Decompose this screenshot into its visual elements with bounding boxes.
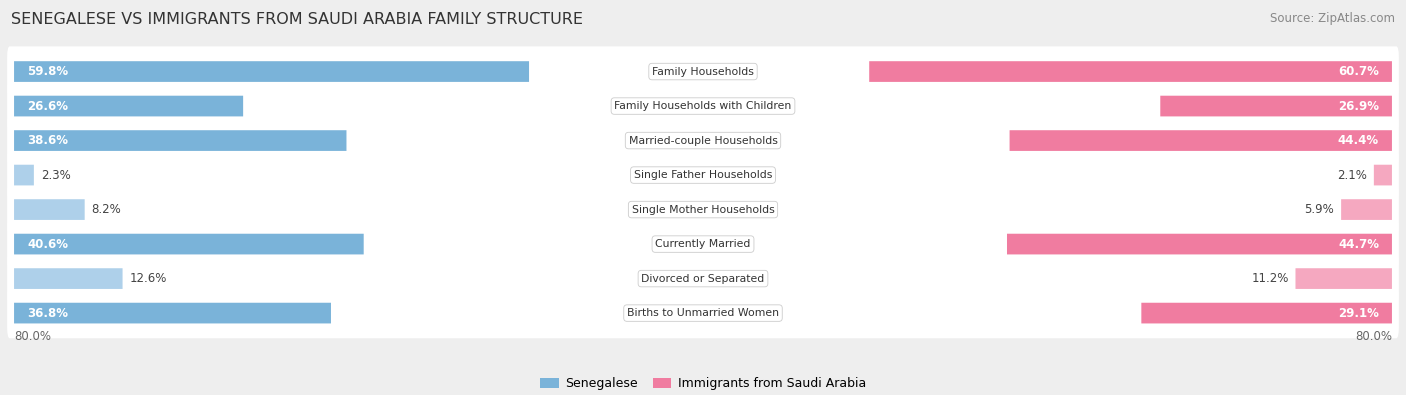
FancyBboxPatch shape: [14, 130, 346, 151]
Text: SENEGALESE VS IMMIGRANTS FROM SAUDI ARABIA FAMILY STRUCTURE: SENEGALESE VS IMMIGRANTS FROM SAUDI ARAB…: [11, 12, 583, 27]
FancyBboxPatch shape: [14, 234, 364, 254]
FancyBboxPatch shape: [7, 254, 1399, 304]
Text: Currently Married: Currently Married: [655, 239, 751, 249]
Text: 59.8%: 59.8%: [27, 65, 67, 78]
Text: Divorced or Separated: Divorced or Separated: [641, 274, 765, 284]
Text: 44.4%: 44.4%: [1339, 134, 1379, 147]
Text: 12.6%: 12.6%: [129, 272, 167, 285]
Text: Source: ZipAtlas.com: Source: ZipAtlas.com: [1270, 12, 1395, 25]
Text: Single Mother Households: Single Mother Households: [631, 205, 775, 214]
FancyBboxPatch shape: [1295, 268, 1392, 289]
FancyBboxPatch shape: [1374, 165, 1392, 185]
Text: 8.2%: 8.2%: [91, 203, 121, 216]
FancyBboxPatch shape: [14, 61, 529, 82]
Text: 11.2%: 11.2%: [1251, 272, 1289, 285]
FancyBboxPatch shape: [7, 184, 1399, 235]
Text: 38.6%: 38.6%: [27, 134, 67, 147]
Text: Family Households: Family Households: [652, 66, 754, 77]
FancyBboxPatch shape: [14, 303, 330, 324]
FancyBboxPatch shape: [7, 288, 1399, 338]
FancyBboxPatch shape: [7, 115, 1399, 166]
Text: 2.1%: 2.1%: [1337, 169, 1367, 182]
Legend: Senegalese, Immigrants from Saudi Arabia: Senegalese, Immigrants from Saudi Arabia: [536, 372, 870, 395]
Text: Births to Unmarried Women: Births to Unmarried Women: [627, 308, 779, 318]
FancyBboxPatch shape: [7, 81, 1399, 131]
Text: 2.3%: 2.3%: [41, 169, 70, 182]
Text: 26.9%: 26.9%: [1339, 100, 1379, 113]
FancyBboxPatch shape: [7, 219, 1399, 269]
Text: 29.1%: 29.1%: [1339, 307, 1379, 320]
Text: 5.9%: 5.9%: [1305, 203, 1334, 216]
Text: Family Households with Children: Family Households with Children: [614, 101, 792, 111]
Text: 44.7%: 44.7%: [1339, 237, 1379, 250]
Text: Single Father Households: Single Father Households: [634, 170, 772, 180]
FancyBboxPatch shape: [1341, 199, 1392, 220]
FancyBboxPatch shape: [7, 150, 1399, 200]
FancyBboxPatch shape: [1007, 234, 1392, 254]
FancyBboxPatch shape: [1010, 130, 1392, 151]
FancyBboxPatch shape: [14, 268, 122, 289]
FancyBboxPatch shape: [869, 61, 1392, 82]
FancyBboxPatch shape: [14, 199, 84, 220]
FancyBboxPatch shape: [14, 165, 34, 185]
Text: 26.6%: 26.6%: [27, 100, 67, 113]
Text: 40.6%: 40.6%: [27, 237, 67, 250]
FancyBboxPatch shape: [1142, 303, 1392, 324]
FancyBboxPatch shape: [1160, 96, 1392, 117]
Text: Married-couple Households: Married-couple Households: [628, 135, 778, 146]
Text: 36.8%: 36.8%: [27, 307, 67, 320]
FancyBboxPatch shape: [14, 96, 243, 117]
Text: 60.7%: 60.7%: [1339, 65, 1379, 78]
Text: 80.0%: 80.0%: [14, 331, 51, 344]
Text: 80.0%: 80.0%: [1355, 331, 1392, 344]
FancyBboxPatch shape: [7, 46, 1399, 97]
